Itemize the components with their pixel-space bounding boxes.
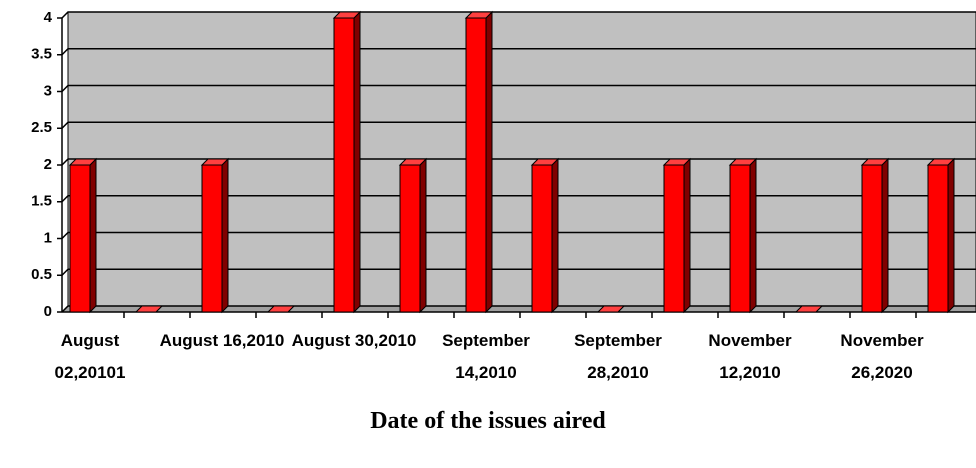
y-tick-label: 2 [44,156,52,173]
bar-side [749,157,757,314]
bar [134,305,164,313]
bar-side [947,157,955,314]
x-tick-label: September 28,2010 [574,331,662,382]
bar-side [485,10,493,314]
bar-top [134,305,164,313]
bar-front [201,164,223,313]
y-tick-label: 3 [44,82,52,99]
bar [596,305,626,313]
y-tick-label: 0 [44,303,52,320]
bar-front [927,164,949,313]
bar-side [683,157,691,314]
plot-floor [60,305,976,313]
bar-top [596,305,626,313]
bar [926,157,956,314]
bar [464,10,494,314]
x-tick-label: November 12,2010 [708,331,792,382]
bar-front [531,164,553,313]
bar-top [794,305,824,313]
bar-side [551,157,559,314]
bar-front [663,164,685,313]
bar-front [729,164,751,313]
bar [728,157,758,314]
y-tick-label: 1.5 [31,193,52,210]
y-tick-label: 3.5 [31,46,52,63]
bar [200,157,230,314]
y-tick-label: 0.5 [31,266,52,283]
bar-front [399,164,421,313]
bar-side [353,10,361,314]
y-tick-label: 2.5 [31,119,52,136]
bar-front [465,17,487,313]
bar [794,305,824,313]
y-tick-label: 4 [44,9,53,26]
bar [662,157,692,314]
bar-side [221,157,229,314]
x-tick-label: August 30,2010 [291,331,417,350]
grid-line [61,11,976,19]
bar [398,157,428,314]
bar [332,10,362,314]
bar [530,157,560,314]
grid-line [61,48,976,56]
bar-side [419,157,427,314]
x-axis-title: Date of the issues aired [370,408,606,434]
x-tick-label: August 16,2010 [159,331,285,350]
bar-front [333,17,355,313]
bar-side [881,157,889,314]
bar-side [89,157,97,314]
grid-line [61,121,976,129]
y-tick-label: 1 [44,229,52,246]
bar [266,305,296,313]
bar [860,157,890,314]
bar [68,157,98,314]
bar-front [69,164,91,313]
x-tick-label: September 14,2010 [442,331,530,382]
bar-front [861,164,883,313]
grid-line [61,84,976,93]
bar-top [266,305,296,313]
x-tick-label: November 26,2020 [840,331,924,382]
x-tick-label: August 02,20101 [54,331,126,382]
